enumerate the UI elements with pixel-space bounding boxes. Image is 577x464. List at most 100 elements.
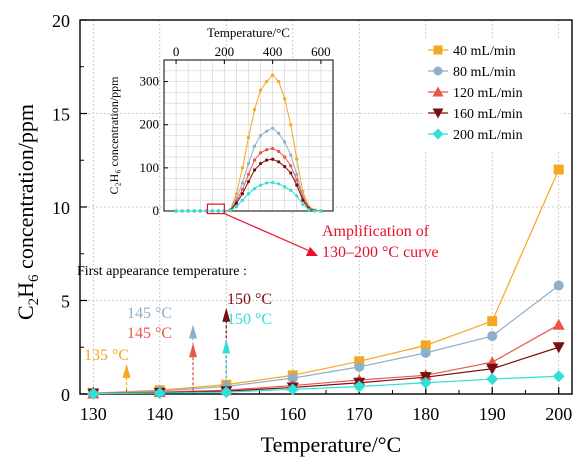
inset-data-point: [246, 180, 251, 184]
inset-data-point: [246, 192, 251, 196]
inset-series: [174, 180, 323, 213]
main-data-point: [552, 370, 565, 383]
annotation-145-80: 145 °C: [127, 305, 172, 322]
arrow-head: [222, 339, 231, 354]
inset-data-point: [198, 209, 202, 213]
inset-data-point: [258, 88, 263, 92]
main-chart: 130 140 150 160 170 180 190 20005101520Temperat…: [13, 11, 573, 457]
main-data-point: [487, 316, 498, 327]
main-data-point: [420, 347, 431, 358]
first-appearance-arrow: [122, 363, 131, 391]
annotation-145-120: 145 °C: [127, 325, 172, 342]
legend-marker: [432, 108, 444, 119]
inset-data-point: [277, 182, 281, 186]
inset-data-point: [246, 161, 251, 166]
inset-data-point: [301, 202, 305, 207]
annotation-amplification-2: 130–200 °C curve: [322, 244, 439, 261]
inset-data-point: [258, 161, 263, 166]
inset-data-point: [240, 198, 245, 202]
amplification-arrow-head: [305, 246, 318, 257]
inset-data-point: [234, 192, 239, 196]
legend-label: 40 mL/min: [453, 44, 516, 59]
inset-data-point: [252, 144, 257, 148]
x-tick-label: 200: [545, 404, 572, 424]
inset-data-point: [283, 97, 287, 101]
annotation-150-200: 150 °C: [227, 311, 272, 328]
inset-data-point: [301, 198, 305, 202]
y-axis-title-part: H: [13, 282, 38, 298]
inset-data-point: [240, 166, 245, 170]
main-data-point: [553, 164, 564, 175]
main-data-point: [353, 380, 366, 393]
legend-background: [423, 38, 561, 150]
y-axis-title-part: 6: [26, 274, 42, 282]
first-appearance-arrow: [222, 339, 231, 389]
inset-data-point: [186, 209, 190, 213]
inset-data-point: [295, 157, 299, 161]
inset-data-point: [277, 160, 281, 164]
legend: 40 mL/min 80 mL/min 120 mL/min 160 mL/min 20…: [423, 38, 561, 150]
inset-data-point: [234, 205, 239, 209]
main-series-line: [93, 324, 559, 395]
inset-data-point: [295, 183, 299, 187]
legend-item: 120 mL/min: [428, 86, 523, 101]
inset-data-point: [283, 155, 287, 159]
inset-data-point: [271, 146, 275, 151]
inset-data-point: [210, 209, 214, 213]
inset-x-tick-label: 600: [311, 44, 331, 59]
x-axis-title: Temperature/°C: [261, 432, 401, 457]
inset-frame: [163, 59, 334, 212]
inset-data-point: [277, 149, 281, 154]
x-tick-label: 140: [146, 404, 173, 424]
legend-marker: [432, 128, 444, 140]
legend-label: 120 mL/min: [453, 86, 523, 101]
inset-data-point: [313, 209, 317, 213]
inset-data-point: [265, 148, 269, 152]
inset-y-tick-label: 300: [140, 74, 160, 89]
arrow-head: [189, 324, 198, 339]
inset-data-point: [277, 79, 281, 84]
arrow-head: [189, 343, 198, 358]
inset-x-tick-label: 0: [173, 44, 180, 59]
main-data-point: [419, 376, 432, 389]
y-tick-label: 10: [52, 198, 70, 218]
arrow-head: [222, 307, 231, 322]
x-tick-label: 190: [479, 404, 506, 424]
amplification-arrow-shaft: [224, 213, 313, 253]
inset-data-point: [252, 158, 257, 162]
inset-data-point: [271, 126, 275, 130]
arrow-head: [122, 363, 131, 378]
legend-item: 40 mL/min: [428, 44, 516, 59]
inset-data-point: [289, 171, 293, 175]
main-data-point: [354, 356, 365, 367]
main-data-point: [153, 387, 166, 400]
inset-data-point: [228, 208, 232, 213]
inset-data-point: [277, 131, 281, 135]
inset-data-point: [265, 79, 269, 84]
y-tick-label: 15: [52, 105, 70, 125]
main-data-point: [354, 361, 365, 372]
inset-data-point: [289, 164, 293, 168]
inset-y-tick-label: 0: [153, 203, 160, 218]
inset-data-point: [271, 73, 275, 77]
inset-highlight-box: [206, 203, 225, 215]
inset-data-point: [271, 180, 275, 185]
x-tick-label: 170: [346, 404, 373, 424]
inset-data-point: [258, 151, 263, 155]
main-series-line: [93, 169, 560, 394]
inset-data-point: [307, 208, 311, 212]
inset-data-point: [283, 140, 287, 144]
inset-data-point: [295, 178, 299, 182]
main-data-point: [220, 386, 233, 399]
legend-item: 160 mL/min: [428, 107, 523, 122]
main-data-point: [420, 340, 431, 351]
main-data-point: [552, 342, 565, 354]
inset-y-axis-title: C₂H₆ concentration/ppm: [107, 76, 121, 195]
main-series-line: [93, 285, 560, 394]
inset-data-point: [283, 185, 287, 189]
inset-data-point: [265, 129, 269, 133]
inset-y-tick-label: 200: [140, 117, 160, 132]
inset-data-point: [246, 172, 251, 176]
